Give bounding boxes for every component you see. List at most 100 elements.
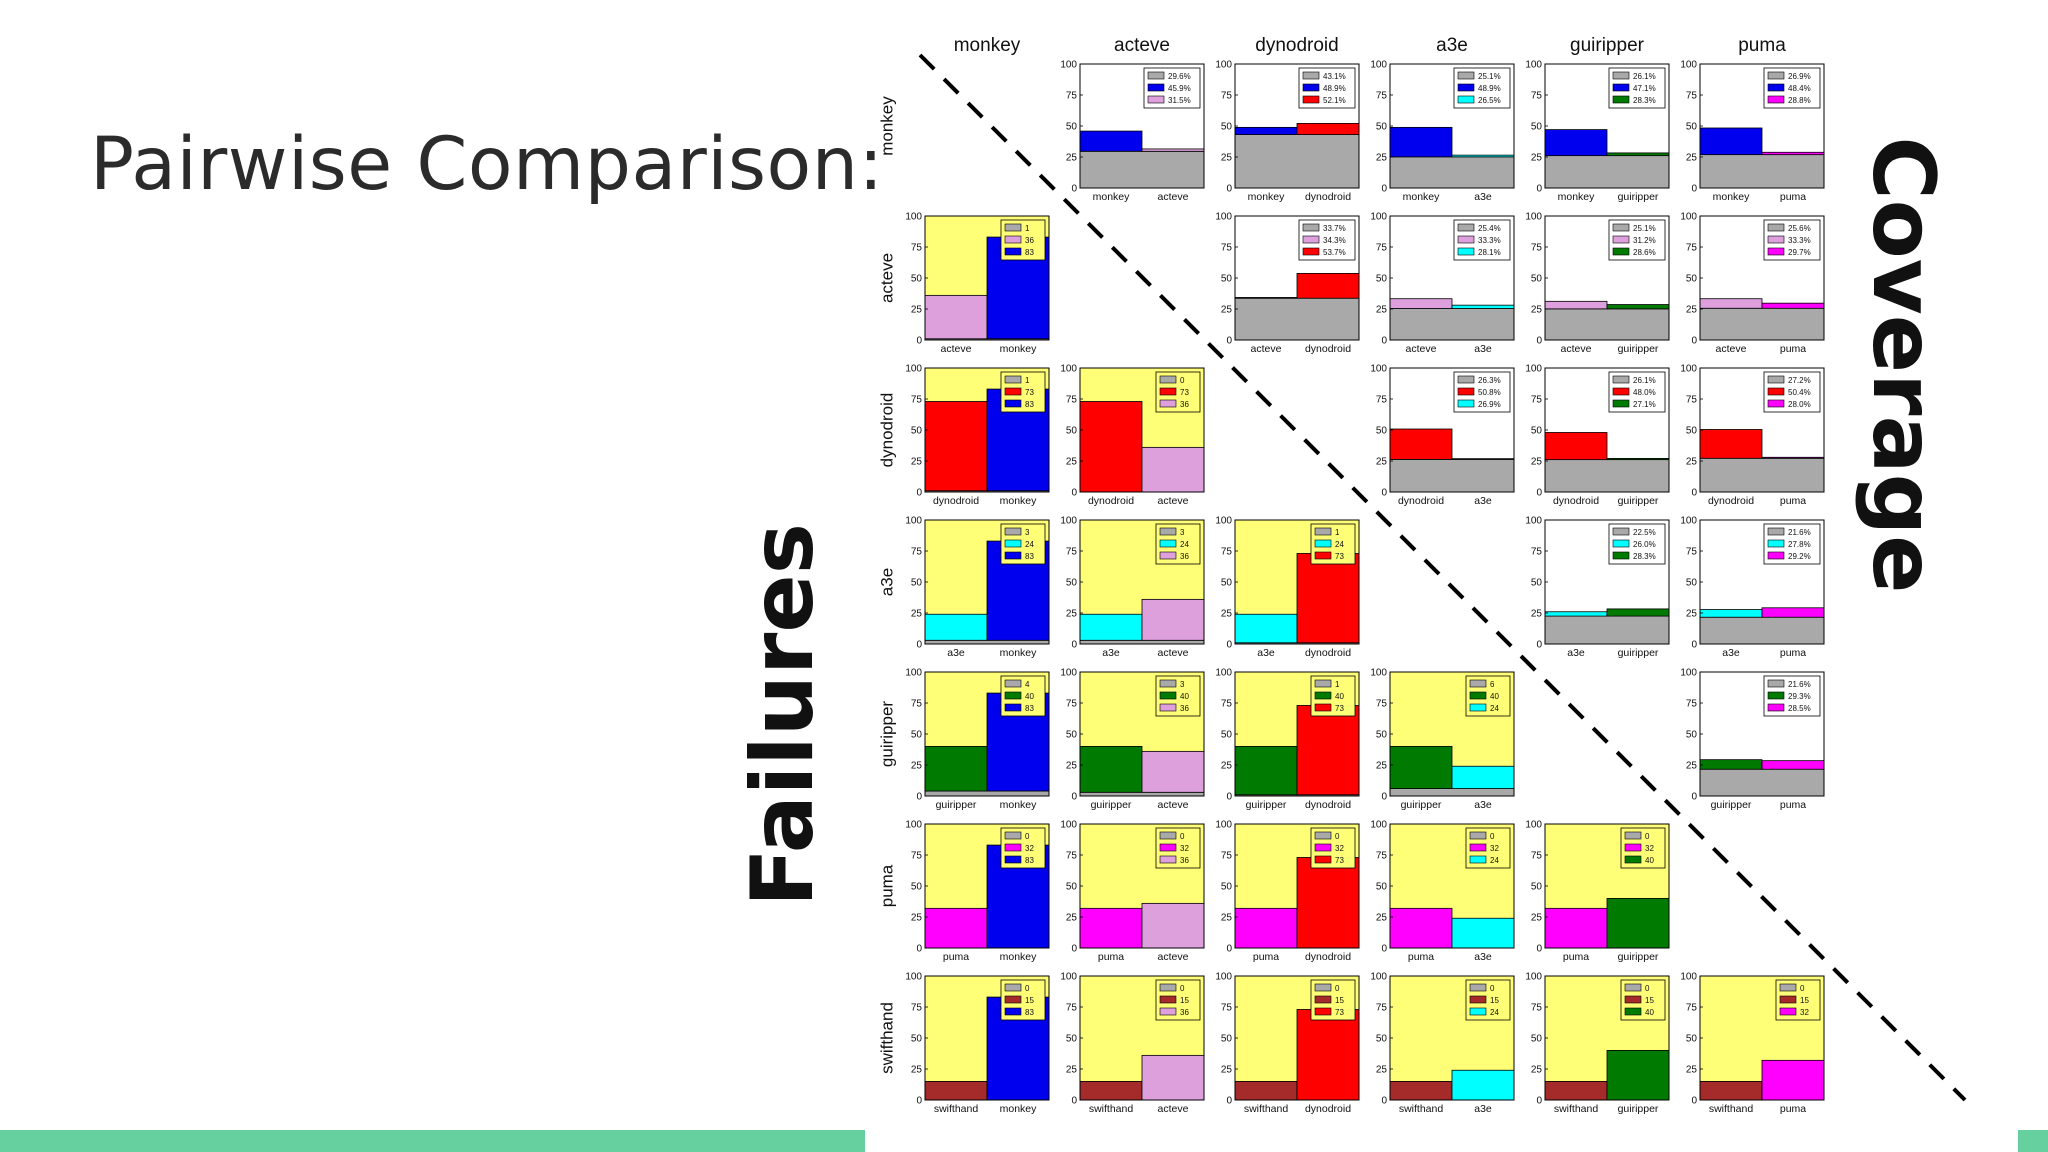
- coverage-panel: 0 25 50 75 100 acteve guiripper 25.1% 31.2% 28.6%: [1525, 212, 1670, 355]
- coverage-panel: 0 25 50 75 100 monkey puma 26.9% 48.4% 28.8%: [1680, 60, 1825, 203]
- legend-swatch: [1004, 679, 1022, 688]
- y-tick-label: 75: [911, 547, 923, 558]
- legend-label: 24: [1025, 540, 1034, 549]
- y-tick-label: 25: [1221, 761, 1233, 772]
- legend-label: 0: [1335, 984, 1340, 993]
- y-tick-label: 25: [911, 457, 923, 468]
- bar-a3e: [1699, 609, 1763, 618]
- x-tick-label: puma: [1563, 951, 1589, 963]
- y-tick-label: 100: [1060, 60, 1077, 71]
- y-tick-label: 0: [1691, 792, 1697, 803]
- legend-label: 4: [1025, 680, 1030, 689]
- x-tick-label: a3e: [1257, 647, 1275, 659]
- y-tick-label: 0: [1071, 184, 1077, 195]
- bar-acteve: [1141, 750, 1205, 793]
- y-tick-label: 75: [1376, 699, 1388, 710]
- legend-label: 32: [1490, 844, 1499, 853]
- bar-acteve: [1141, 1054, 1205, 1101]
- y-tick-label: 0: [916, 792, 922, 803]
- coverage-panel: 0 25 50 75 100 monkey dynodroid 43.1% 48.9% 52.1%: [1215, 60, 1360, 203]
- bar-swifthand: [1389, 1081, 1453, 1101]
- y-tick-label: 0: [1691, 336, 1697, 347]
- y-tick-label: 25: [911, 305, 923, 316]
- legend-swatch: [1159, 855, 1177, 864]
- legend-label: 83: [1025, 1008, 1034, 1017]
- y-tick-label: 0: [1381, 1096, 1387, 1107]
- legend-swatch: [1159, 539, 1177, 548]
- y-tick-label: 75: [911, 851, 923, 862]
- legend-swatch: [1004, 399, 1022, 408]
- legend-label: 52.1%: [1323, 96, 1346, 105]
- legend-label: 29.6%: [1168, 72, 1191, 81]
- legend-swatch: [1314, 983, 1332, 992]
- y-tick-label: 0: [1226, 1096, 1232, 1107]
- row-label: swifthand: [877, 1002, 896, 1074]
- legend-label: 73: [1335, 1008, 1344, 1017]
- x-tick-label: a3e: [1722, 647, 1740, 659]
- bar-common: [1079, 791, 1205, 797]
- x-tick-label: a3e: [1474, 1103, 1492, 1115]
- bar-a3e: [1544, 611, 1608, 617]
- bar-swifthand: [1699, 1081, 1763, 1101]
- y-tick-label: 75: [1531, 91, 1543, 102]
- legend-label: 32: [1180, 844, 1189, 853]
- y-tick-label: 75: [1221, 91, 1233, 102]
- legend-swatch: [1469, 983, 1487, 992]
- y-tick-label: 100: [1215, 516, 1232, 527]
- legend-label: 31.2%: [1633, 236, 1656, 245]
- y-tick-label: 75: [1221, 851, 1233, 862]
- y-tick-label: 75: [1221, 1003, 1233, 1014]
- bar-dynodroid: [1296, 1009, 1360, 1101]
- bar-guiripper: [1606, 1050, 1670, 1101]
- legend-swatch: [1004, 375, 1022, 384]
- legend-swatch: [1457, 83, 1475, 92]
- y-tick-label: 100: [905, 668, 922, 679]
- legend-swatch: [1457, 375, 1475, 384]
- bar-a3e: [1234, 613, 1298, 644]
- bar-guiripper: [1699, 759, 1763, 770]
- y-tick-label: 100: [905, 364, 922, 375]
- failures-panel: 0 25 50 75 100 guiripper acteve 3 40 36: [1060, 668, 1205, 811]
- coverage-panel: 0 25 50 75 100 a3e guiripper 22.5% 26.0% 28.3%: [1525, 516, 1670, 659]
- legend-swatch: [1004, 703, 1022, 712]
- y-tick-label: 100: [905, 516, 922, 527]
- column-header: monkey: [954, 35, 1021, 56]
- legend-swatch: [1767, 375, 1785, 384]
- legend-swatch: [1004, 691, 1022, 700]
- legend-label: 1: [1335, 528, 1340, 537]
- legend-swatch: [1767, 399, 1785, 408]
- y-tick-label: 50: [1066, 578, 1078, 589]
- x-tick-label: puma: [1780, 647, 1806, 659]
- legend-label: 83: [1025, 552, 1034, 561]
- y-tick-label: 100: [1060, 364, 1077, 375]
- legend-label: 0: [1490, 832, 1495, 841]
- bar-monkey: [1079, 130, 1143, 152]
- legend-label: 83: [1025, 856, 1034, 865]
- y-tick-label: 50: [1686, 274, 1698, 285]
- legend-label: 0: [1645, 984, 1650, 993]
- legend-label: 0: [1490, 984, 1495, 993]
- bar-common: [1544, 459, 1670, 493]
- legend-label: 3: [1025, 528, 1030, 537]
- bar-monkey: [1544, 129, 1608, 157]
- failures-panel: 0 25 50 75 100 puma guiripper 0 32 40: [1525, 820, 1670, 963]
- legend-swatch: [1004, 223, 1022, 232]
- legend-swatch: [1302, 83, 1320, 92]
- failures-panel: 0 25 50 75 100 puma acteve 0 32 36: [1060, 820, 1205, 963]
- y-tick-label: 0: [1691, 488, 1697, 499]
- y-tick-label: 100: [1060, 820, 1077, 831]
- y-tick-label: 75: [1066, 547, 1078, 558]
- y-tick-label: 25: [1376, 1065, 1388, 1076]
- y-tick-label: 0: [1536, 488, 1542, 499]
- bar-guiripper: [1606, 152, 1670, 157]
- coverage-panel: 0 25 50 75 100 guiripper puma 21.6% 29.3% 28.5%: [1680, 668, 1825, 811]
- bar-swifthand: [1079, 1081, 1143, 1101]
- failures-panel: 0 25 50 75 100 swifthand puma 0 15 32: [1680, 972, 1825, 1115]
- bar-a3e: [924, 613, 988, 641]
- failures-panel: 0 25 50 75 100 acteve monkey 1 36 83: [905, 212, 1050, 355]
- legend-label: 21.6%: [1788, 528, 1811, 537]
- legend-label: 26.5%: [1478, 96, 1501, 105]
- y-tick-label: 100: [1215, 820, 1232, 831]
- bar-dynodroid: [1296, 857, 1360, 949]
- failures-panel: 0 25 50 75 100 guiripper a3e 6 40 24: [1370, 668, 1515, 811]
